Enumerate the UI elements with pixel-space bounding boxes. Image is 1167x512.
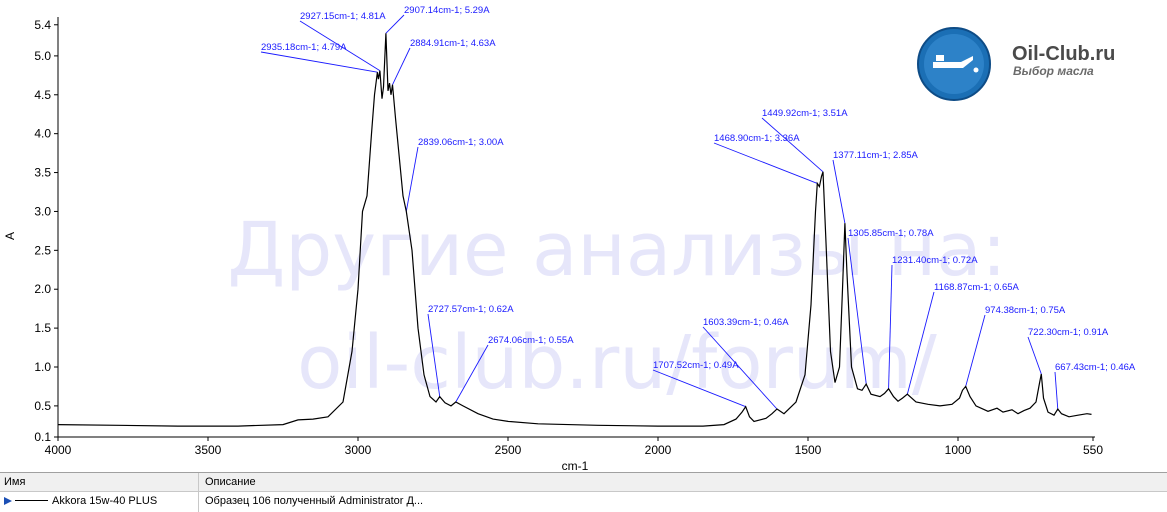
y-tick-label: 1.0 <box>34 360 51 374</box>
header-name[interactable]: Имя <box>4 476 26 488</box>
y-tick-label: 1.5 <box>34 321 51 335</box>
annotation-label: 1231.40cm-1; 0.72A <box>892 255 978 266</box>
annotation-label: 2839.06cm-1; 3.00A <box>418 137 504 148</box>
annotation-label: 974.38cm-1; 0.75A <box>985 305 1066 316</box>
y-ticks: 0.1 0.5 1.0 1.5 2.0 2.5 3.0 3.5 4.0 4.5 5.0 5.4 <box>34 18 58 444</box>
annotation-leader <box>405 146 419 212</box>
x-tick-label: 3000 <box>345 443 372 457</box>
annotation-label: 2927.15cm-1; 4.81A <box>300 11 386 22</box>
x-tick-label: 2500 <box>495 443 522 457</box>
y-tick-label: 5.4 <box>34 18 51 32</box>
x-tick-label: 550 <box>1083 443 1103 457</box>
x-tick-label: 3500 <box>195 443 222 457</box>
annotation-leader <box>906 291 935 395</box>
annotation-leader <box>455 344 489 403</box>
annotation-label: 667.43cm-1; 0.46A <box>1055 362 1136 373</box>
watermark-line1: Другие анализы на: <box>227 207 1006 293</box>
spectrum-line <box>57 33 1092 427</box>
table-row[interactable]: Akkora 15w-40 PLUS Образец 106 полученны… <box>0 492 1167 510</box>
annotation-label: 2935.18cm-1; 4.79A <box>261 42 347 53</box>
x-ticks: 4000 3500 3000 2500 2000 1500 1000 550 <box>45 437 1103 457</box>
row-line-swatch <box>15 500 48 501</box>
x-axis-label: cm-1 <box>562 459 589 472</box>
column-divider <box>198 473 199 512</box>
annotation-leader <box>761 117 824 173</box>
annotation-leader <box>713 142 818 184</box>
y-tick-label: 3.5 <box>34 166 51 180</box>
annotation-leader <box>299 20 381 72</box>
annotation-leader <box>1027 336 1042 375</box>
annotation-label: 1707.52cm-1; 0.49A <box>653 360 739 371</box>
spectra-table: Имя Описание Akkora 15w-40 PLUS Образец … <box>0 472 1167 512</box>
x-tick-label: 2000 <box>645 443 672 457</box>
row-pointer-icon <box>4 497 12 505</box>
y-tick-label: 4.0 <box>34 127 51 141</box>
annotation-leader <box>832 159 846 224</box>
x-tick-label: 1000 <box>945 443 972 457</box>
table-header: Имя Описание <box>0 473 1167 492</box>
x-tick-label: 4000 <box>45 443 72 457</box>
annotation-leader <box>392 47 411 85</box>
annotation-label: 1377.11cm-1; 2.85A <box>833 150 919 161</box>
y-tick-label: 2.5 <box>34 243 51 257</box>
annotation-leader <box>260 51 378 73</box>
annotation-label: 2674.06cm-1; 0.55A <box>488 335 574 346</box>
annotation-label: 2884.91cm-1; 4.63A <box>410 38 496 49</box>
y-axis-label: A <box>3 232 17 240</box>
row-description: Образец 106 полученный Administrator Д..… <box>205 495 424 507</box>
annotation-leader <box>847 237 867 385</box>
y-tick-label: 4.5 <box>34 88 51 102</box>
logo-subtitle: Выбор масла <box>1013 64 1094 78</box>
annotation-leader <box>1054 371 1059 410</box>
annotation-label: 1603.39cm-1; 0.46A <box>703 317 789 328</box>
annotation-leader <box>965 314 986 387</box>
y-tick-label: 0.5 <box>34 399 51 413</box>
annotation-leader <box>702 326 778 410</box>
annotation-leader <box>888 264 893 389</box>
annotation-label: 2907.14cm-1; 5.29A <box>404 5 490 16</box>
annotation-leader <box>427 313 441 397</box>
spectrum-chart: Другие анализы на: oil-club.ru/forum/ Oi… <box>3 5 1136 472</box>
y-tick-label: 2.0 <box>34 282 51 296</box>
y-tick-label: 0.1 <box>34 430 51 444</box>
header-description[interactable]: Описание <box>205 476 256 488</box>
annotation-label: 722.30cm-1; 0.91A <box>1028 327 1109 338</box>
logo-title: Oil-Club.ru <box>1012 43 1115 65</box>
annotation-label: 1168.87cm-1; 0.65A <box>934 282 1020 293</box>
annotation-label: 2727.57cm-1; 0.62A <box>428 304 514 315</box>
annotation-label: 1468.90cm-1; 3.36A <box>714 133 800 144</box>
annotation-label: 1449.92cm-1; 3.51A <box>762 108 848 119</box>
annotation-label: 1305.85cm-1; 0.78A <box>848 228 934 239</box>
y-tick-label: 5.0 <box>34 49 51 63</box>
annotations: 2907.14cm-1; 5.29A 2927.15cm-1; 4.81A 2935… <box>260 5 1136 410</box>
annotation-leader <box>652 369 746 408</box>
x-tick-label: 1500 <box>795 443 822 457</box>
annotation-leader <box>385 14 405 34</box>
y-tick-label: 3.0 <box>34 204 51 218</box>
oil-can-icon <box>933 55 979 73</box>
row-name: Akkora 15w-40 PLUS <box>52 495 158 507</box>
logo: Oil-Club.ru Выбор масла <box>917 27 1115 101</box>
